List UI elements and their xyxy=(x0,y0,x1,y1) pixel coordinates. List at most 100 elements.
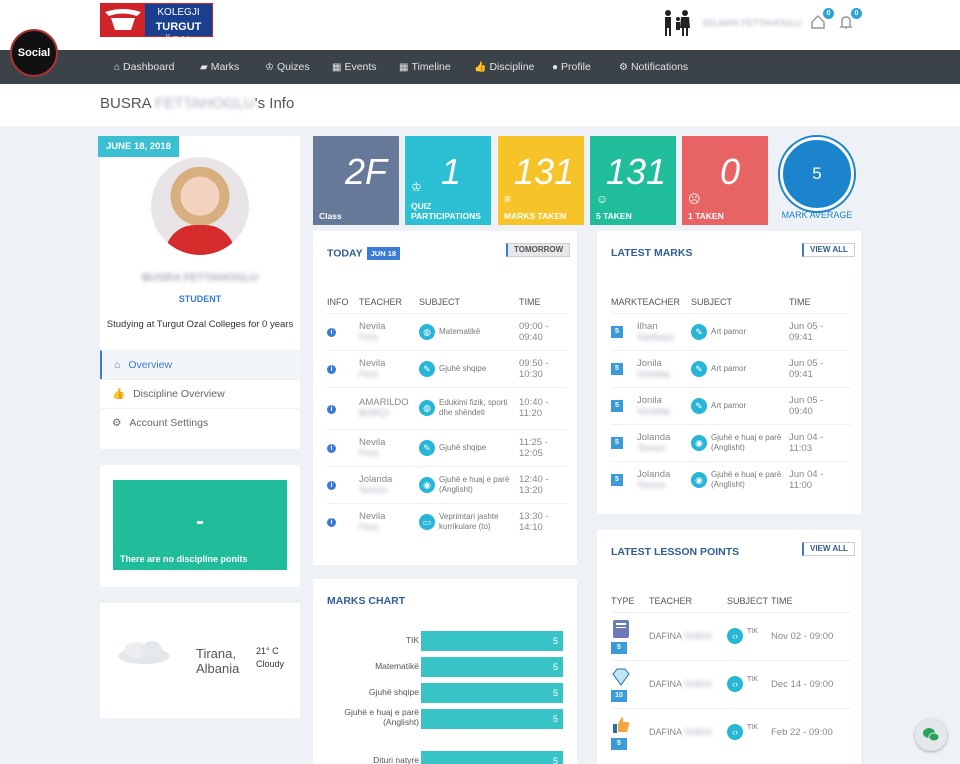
discipline-text: There are no discipline ponits xyxy=(120,554,248,564)
pen-icon: ✎ xyxy=(691,360,708,377)
subject-name: TIK xyxy=(747,724,758,732)
marks-chart-title: MARKS CHART xyxy=(327,595,406,607)
nav-events[interactable]: ▦ Events xyxy=(332,61,377,73)
info-icon[interactable]: i xyxy=(327,328,336,337)
time-end: 11:03 xyxy=(789,442,813,454)
menu-overview[interactable]: ⌂ Overview xyxy=(100,350,300,379)
discipline-value: - xyxy=(196,508,204,535)
profile-role: STUDENT xyxy=(178,294,222,304)
page-title: BUSRA FETTAHOGLU's Info xyxy=(100,95,295,112)
table-row: i AMARILDO BORÇI ◍ Edukimi fizik, sporti dhe… xyxy=(327,386,567,429)
tomorrow-button[interactable]: TOMORROW xyxy=(506,243,571,257)
chart-row: Dituri natyre 5 xyxy=(313,751,577,764)
social-button[interactable]: Social xyxy=(10,29,58,77)
thumbs-up-icon: 👍 xyxy=(474,62,487,73)
time-end: 09:41 xyxy=(789,331,813,343)
home-notification-icon[interactable]: 0 xyxy=(810,8,834,32)
profile-description: Studying at Turgut Ozal Colleges for 0 y… xyxy=(106,319,294,330)
code-icon: ‹› xyxy=(727,628,743,644)
info-icon[interactable]: i xyxy=(327,518,336,528)
nav-timeline[interactable]: ▦ Timeline xyxy=(399,61,451,73)
school-logo[interactable]: KOLEGJI TURGUT ÖZAL xyxy=(100,3,213,47)
chat-button[interactable] xyxy=(915,719,947,751)
family-icon xyxy=(662,10,690,36)
time: Nov 02 - 09:00 xyxy=(771,611,851,660)
code-icon: ‹› xyxy=(727,676,743,692)
marks-tile[interactable]: 131 ≡ MARKS TAKEN xyxy=(498,136,584,225)
time-end: 12:05 xyxy=(519,447,543,459)
time-start: Jun 04 - xyxy=(789,468,824,480)
nav-discipline[interactable]: 👍 Discipline xyxy=(474,61,535,73)
class-tile[interactable]: 2F Class xyxy=(313,136,399,225)
gear-icon: ⚙ xyxy=(112,417,122,429)
time-start: Jun 05 - xyxy=(789,357,824,369)
mark-badge: 5 xyxy=(611,326,623,338)
teacher-name: Ilhan xyxy=(637,320,658,332)
menu-account-settings[interactable]: ⚙ Account Settings xyxy=(100,408,300,437)
calendar-icon: ▦ xyxy=(399,62,409,73)
nav-quizes[interactable]: ♔ Quizes xyxy=(265,61,310,73)
trophy-icon: ♔ xyxy=(411,180,422,194)
nav-notifications[interactable]: ⚙ Notifications xyxy=(619,61,689,73)
info-icon[interactable]: i xyxy=(327,404,336,414)
table-row: 10 DAFINA SHEHI ‹› TIK Dec 14 - 09:00 xyxy=(611,659,851,708)
teacher-name: Jolanda xyxy=(637,431,671,443)
time-start: 13:30 - xyxy=(519,510,549,522)
sad-label: 1 TAKEN xyxy=(688,211,724,221)
menu-discipline-overview[interactable]: 👍 Discipline Overview xyxy=(100,379,300,408)
nav-marks[interactable]: ▰ Marks xyxy=(200,61,240,73)
table-row: i Nevila Fero ✎ Gjuhë shqipe 09:50 -10:30 xyxy=(327,349,567,387)
mark-average-circle[interactable]: 5 xyxy=(780,137,854,211)
chart-row: TIK 5 xyxy=(313,631,577,651)
latest-marks-view-all-button[interactable]: VIEW ALL xyxy=(802,243,855,257)
col-time: TIME xyxy=(771,595,793,606)
happy-tile[interactable]: 131 ☺ 5 TAKEN xyxy=(590,136,676,225)
chart-row: Matematikë 5 xyxy=(313,657,577,677)
sad-tile[interactable]: 0 ☹ 1 TAKEN xyxy=(682,136,768,225)
lesson-points-view-all-button[interactable]: VIEW ALL xyxy=(802,542,855,556)
points-badge: 10 xyxy=(611,689,627,702)
info-icon[interactable]: i xyxy=(327,444,336,453)
table-row: 5 DAFINA SHEHI ‹› TIK Feb 22 - 09:00 xyxy=(611,707,851,756)
thumbs-up-icon: 👍 xyxy=(112,388,126,400)
lesson-points-title: LATEST LESSON POINTS xyxy=(611,546,740,558)
home-badge: 0 xyxy=(823,8,834,19)
quiz-value: 1 xyxy=(440,151,461,192)
col-type: TYPE xyxy=(611,595,635,606)
teacher-last-name: SHEHI xyxy=(684,727,712,738)
col-time: TIME xyxy=(519,296,541,307)
mark-badge: 5 xyxy=(611,400,623,412)
subject-name: Art pamor xyxy=(711,326,747,336)
subject-name: Gjuhë e huaj e parë (Anglisht) xyxy=(439,474,510,494)
subject-name: Edukimi fizik, sporti dhe shëndeti xyxy=(439,398,508,417)
globe-icon: ◍ xyxy=(419,400,435,416)
pen-icon: ✎ xyxy=(691,323,708,340)
avatar xyxy=(151,157,249,255)
user-name[interactable]: SELMAN FETTAHOGLU xyxy=(702,18,802,28)
nav-profile[interactable]: ● Profile xyxy=(552,61,591,73)
table-row: 5 Jonila Ismailaj ✎ Art pamor Jun 05 -09:41 xyxy=(611,349,851,387)
bell-icon[interactable]: 0 xyxy=(838,8,862,32)
teacher-last-name: Fero xyxy=(359,521,379,533)
time-start: Jun 05 - xyxy=(789,320,824,332)
teacher-name: AMARILDO xyxy=(359,397,409,408)
col-teacher: TEACHER xyxy=(649,595,693,606)
subject-name: Gjuhë shqipe xyxy=(439,442,487,452)
info-icon[interactable]: i xyxy=(327,481,336,490)
discipline-box: - There are no discipline ponits xyxy=(113,480,287,570)
col-time: TIME xyxy=(789,296,811,307)
time: Feb 22 - 09:00 xyxy=(771,707,851,756)
subject-name: TIK xyxy=(747,676,758,683)
class-label: Class xyxy=(319,211,342,221)
chart-bar: 5 xyxy=(421,683,563,703)
chart-row: Gjuhë shqipe 5 xyxy=(313,683,577,703)
weather-card: Tirana, Albania 21° C Cloudy xyxy=(100,603,300,718)
language-icon: ◉ xyxy=(691,434,708,451)
mark-badge: 5 xyxy=(611,474,623,487)
info-icon[interactable]: i xyxy=(327,365,336,374)
quiz-tile[interactable]: 1 ♔ QUIZ PARTICIPATIONS xyxy=(405,136,491,225)
marks-chart: TIK 5 Matematikë 5 Gjuhë shqipe 5 Gjuhë e huaj… xyxy=(313,631,577,764)
subject-name: Gjuhë e huaj e parë (Anglisht) xyxy=(711,469,782,489)
teacher-name: Jolanda xyxy=(637,468,671,480)
nav-dashboard[interactable]: ⌂ Dashboard xyxy=(114,61,175,73)
